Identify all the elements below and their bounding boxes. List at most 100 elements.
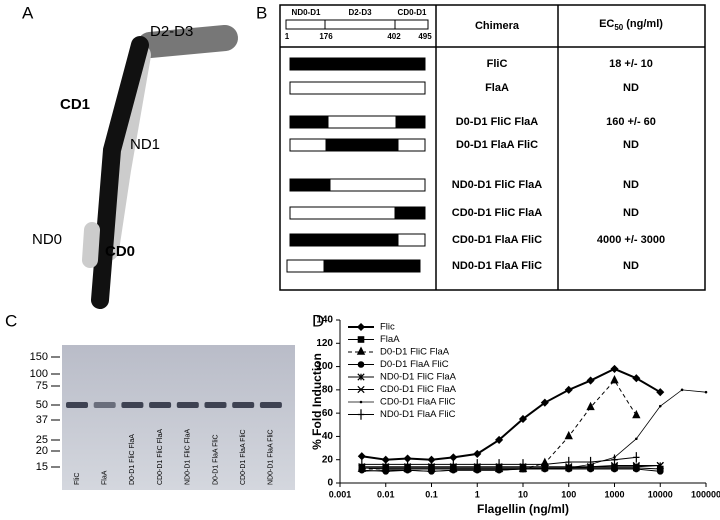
- data-point: [632, 409, 641, 419]
- ec50-value: 4000 +/- 3000: [597, 234, 665, 246]
- x-tick-label: 1: [475, 489, 480, 499]
- data-point: [587, 456, 594, 468]
- gel: [62, 345, 295, 490]
- gel-band: [259, 402, 282, 408]
- data-point: [473, 449, 482, 458]
- header-text: EC: [599, 18, 614, 30]
- series-line: [361, 465, 661, 468]
- data-point: [474, 459, 481, 470]
- data-point: [586, 401, 595, 411]
- gel-band: [93, 402, 116, 408]
- data-point: [406, 468, 409, 472]
- data-point: [564, 430, 573, 440]
- x-tick-label: 0.01: [377, 489, 395, 499]
- lane-label: CD0-D1 FliC FlaA: [157, 429, 164, 485]
- mw-marker: 75: [36, 380, 48, 392]
- chimera-name: FlaA: [485, 82, 509, 94]
- series-line: [361, 389, 707, 472]
- data-point: [633, 452, 640, 463]
- data-point: [586, 376, 595, 385]
- data-point: [680, 388, 684, 392]
- lane-label: FlaA: [102, 470, 109, 485]
- ec50-value: ND: [623, 260, 639, 272]
- panel-letter: A: [22, 3, 34, 22]
- data-point: [360, 470, 364, 473]
- gel-band: [121, 402, 144, 408]
- legend-label: ND0-D1 FliC FlaA: [380, 372, 457, 383]
- legend-marker: [357, 361, 365, 368]
- header-unit: (ng/ml): [626, 18, 663, 30]
- data-point: [430, 470, 433, 473]
- chimera-segment: [397, 233, 426, 247]
- legend-marker: [357, 373, 365, 381]
- ec50-value: ND: [623, 82, 639, 94]
- data-point: [450, 459, 457, 470]
- gel-band: [66, 402, 88, 408]
- y-axis-label: % Fold Induction: [310, 353, 324, 450]
- lane-label: D0-D1 FlaA FliC: [212, 434, 219, 485]
- legend-marker: [357, 385, 365, 394]
- x-axis-label: Flagellin (ng/ml): [477, 502, 569, 516]
- data-point: [658, 404, 662, 408]
- chimera-segment: [286, 259, 325, 273]
- chimera-name: ND0-D1 FliC FlaA: [452, 179, 543, 191]
- y-tick-label: 60: [322, 408, 334, 419]
- panel-letter: B: [256, 3, 267, 22]
- data-point: [404, 459, 411, 470]
- data-point: [518, 414, 528, 424]
- series-line: [361, 465, 661, 469]
- data-point: [656, 461, 664, 470]
- chimera-segment: [329, 178, 426, 192]
- mw-marker: 50: [36, 399, 48, 411]
- lane-label: ND0-D1 FliC FlaA: [185, 429, 192, 485]
- data-point: [610, 461, 619, 470]
- chimera-segment: [323, 259, 421, 273]
- domain-label: D2-D3: [150, 23, 193, 40]
- ec50-value: ND: [623, 179, 639, 191]
- data-point: [358, 459, 366, 470]
- column-header: EC50 (ng/ml): [599, 18, 663, 32]
- panel-letter: D: [312, 311, 324, 330]
- legend-label: ND0-D1 FlaA FliC: [380, 409, 456, 420]
- legend-label: Flic: [380, 322, 395, 333]
- protein-structure: [82, 25, 238, 309]
- column-header: Chimera: [475, 20, 520, 32]
- y-tick-label: 0: [327, 478, 333, 489]
- data-point: [632, 463, 640, 471]
- domain-label: CD0: [105, 243, 135, 260]
- data-point: [452, 468, 455, 472]
- data-point: [541, 459, 549, 470]
- lane-label: D0-D1 FliC FlaA: [129, 434, 136, 485]
- mw-marker: 20: [36, 445, 48, 457]
- chimera-segment: [289, 115, 329, 129]
- schematic-domain: ND0-D1: [292, 8, 321, 17]
- chimera-name: FliC: [487, 58, 508, 70]
- x-tick-label: 1000: [604, 489, 624, 499]
- gel-band: [232, 402, 255, 408]
- y-tick-label: 140: [316, 315, 333, 326]
- chimera-segment: [289, 206, 396, 220]
- data-point: [704, 390, 708, 394]
- legend-marker: [356, 346, 366, 355]
- y-tick-label: 100: [316, 361, 333, 372]
- chimera-segment: [289, 57, 426, 71]
- series-line: [361, 367, 661, 461]
- ec50-value: 160 +/- 60: [606, 116, 656, 128]
- schematic-position: 1: [285, 32, 290, 41]
- gel-band: [204, 402, 227, 408]
- data-point: [656, 468, 664, 475]
- chimera-segment: [325, 138, 399, 152]
- chimera-name: CD0-D1 FliC FlaA: [452, 207, 543, 219]
- domain-label: ND0: [32, 231, 62, 248]
- legend-marker: [357, 409, 365, 420]
- chimera-name: D0-D1 FlaA FliC: [456, 139, 538, 151]
- schematic-position: 176: [319, 32, 333, 41]
- legend-label: CD0-D1 FliC FlaA: [380, 384, 457, 395]
- chimera-segment: [395, 115, 426, 129]
- chimera-segment: [327, 115, 397, 129]
- table-border: [279, 4, 706, 291]
- chimera-name: CD0-D1 FlaA FliC: [452, 234, 542, 246]
- legend-label: D0-D1 FliC FlaA: [380, 347, 450, 358]
- gel-band: [176, 402, 199, 408]
- data-point: [635, 437, 638, 441]
